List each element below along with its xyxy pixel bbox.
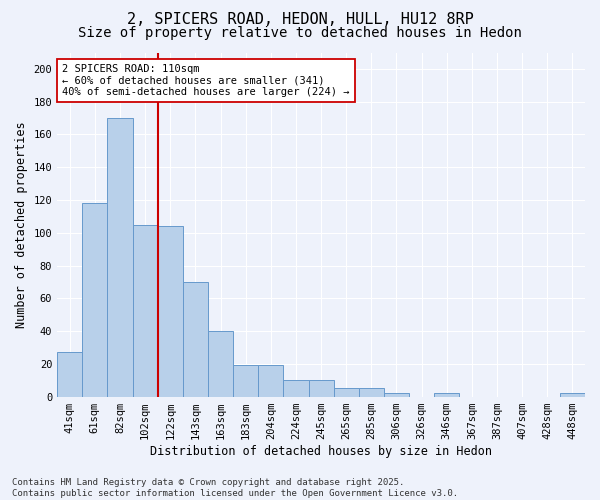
Bar (158, 226, 183, 396)
Bar (233, 366, 258, 396)
Text: Contains HM Land Registry data © Crown copyright and database right 2025.
Contai: Contains HM Land Registry data © Crown c… (12, 478, 458, 498)
Bar (308, 380, 334, 396)
Bar (560, 394, 585, 396)
Bar (57, 352, 82, 397)
Text: 2, SPICERS ROAD, HEDON, HULL, HU12 8RP: 2, SPICERS ROAD, HEDON, HULL, HU12 8RP (127, 12, 473, 28)
Bar (258, 366, 283, 396)
Bar (334, 388, 359, 396)
Bar (359, 388, 384, 396)
Bar (208, 331, 233, 396)
Text: 2 SPICERS ROAD: 110sqm
← 60% of detached houses are smaller (341)
40% of semi-de: 2 SPICERS ROAD: 110sqm ← 60% of detached… (62, 64, 350, 97)
Bar (183, 282, 208, 397)
X-axis label: Distribution of detached houses by size in Hedon: Distribution of detached houses by size … (150, 444, 492, 458)
Y-axis label: Number of detached properties: Number of detached properties (15, 121, 28, 328)
Text: Size of property relative to detached houses in Hedon: Size of property relative to detached ho… (78, 26, 522, 40)
Bar (434, 394, 460, 396)
Bar (107, 118, 133, 396)
Bar (283, 380, 308, 396)
Bar (82, 203, 107, 396)
Bar (384, 394, 409, 396)
Bar (133, 224, 158, 396)
